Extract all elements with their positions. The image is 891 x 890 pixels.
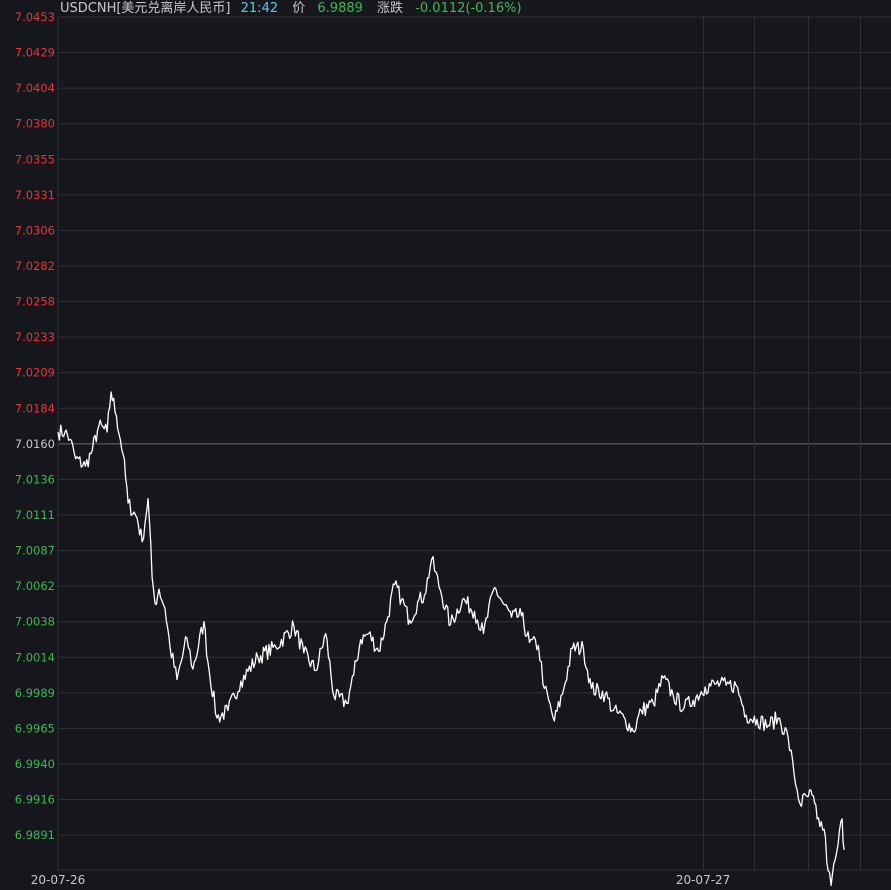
y-tick-label: 7.0160 — [15, 437, 55, 451]
y-tick-label: 7.0331 — [15, 188, 55, 202]
y-tick-label: 7.0136 — [15, 472, 55, 486]
y-tick-label: 7.0258 — [15, 295, 55, 309]
y-tick-label: 7.0087 — [15, 544, 55, 558]
y-tick-label: 6.9891 — [15, 828, 55, 842]
y-tick-label: 7.0233 — [15, 330, 55, 344]
y-tick-label: 6.9940 — [15, 757, 55, 771]
y-tick-label: 7.0014 — [15, 650, 55, 664]
y-tick-label: 7.0282 — [15, 259, 55, 273]
y-tick-label: 7.0184 — [15, 401, 55, 415]
time-label: 21:42 — [241, 1, 278, 16]
change-label: 涨跌 — [377, 0, 403, 16]
y-tick-label: 7.0404 — [15, 81, 55, 95]
y-tick-label: 6.9965 — [15, 721, 55, 735]
y-tick-label: 7.0306 — [15, 223, 55, 237]
x-tick-label: 20-07-26 — [31, 873, 85, 887]
y-tick-label: 7.0209 — [15, 366, 55, 380]
y-tick-label: 7.0062 — [15, 579, 55, 593]
y-tick-label: 7.0038 — [15, 615, 55, 629]
price-label: 价 — [292, 1, 305, 16]
price-value: 6.9889 — [317, 1, 363, 16]
change-value: -0.0112(-0.16%) — [415, 1, 521, 16]
symbol-label: USDCNH[美元兑离岸人民币] — [60, 0, 231, 16]
y-tick-label: 7.0355 — [15, 152, 55, 166]
y-tick-label: 7.0111 — [15, 508, 55, 522]
y-tick-label: 7.0380 — [15, 117, 55, 131]
x-tick-label: 20-07-27 — [676, 873, 730, 887]
y-tick-label: 6.9916 — [15, 793, 55, 807]
y-tick-label: 7.0429 — [15, 46, 55, 60]
y-tick-label: 6.9989 — [15, 686, 55, 700]
y-tick-label: 7.0453 — [15, 10, 55, 24]
